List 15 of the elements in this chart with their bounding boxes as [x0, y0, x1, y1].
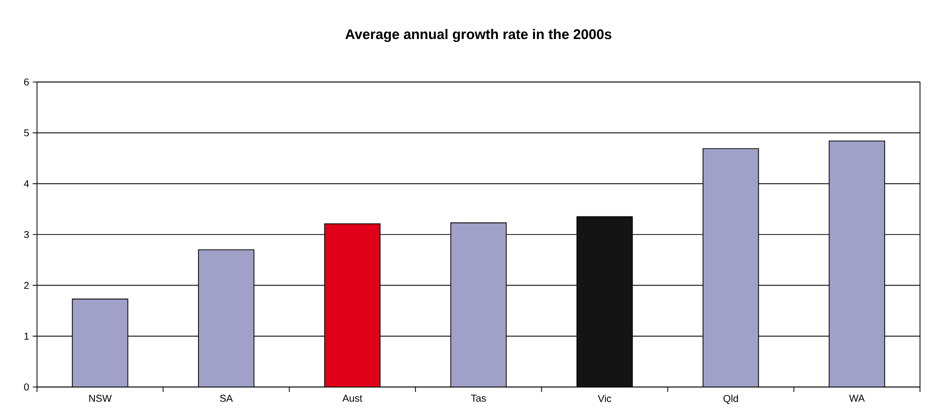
- x-tick-label: NSW: [89, 394, 112, 402]
- y-tick-label: 2: [24, 282, 29, 289]
- y-tick-label: 6: [24, 78, 29, 86]
- x-tick-label: Qld: [724, 394, 738, 404]
- chart-title: Average annual growth rate in the 2000s: [345, 28, 612, 42]
- x-tick-label: Tas: [470, 394, 486, 402]
- x-tick-label: Aust: [342, 394, 362, 402]
- y-tick-label: 0: [24, 383, 29, 391]
- y-tick-label: 3: [24, 230, 29, 238]
- y-tick-label: 4: [24, 180, 29, 188]
- x-tick-label: Vic: [598, 394, 612, 402]
- x-tick-label: SA: [220, 394, 233, 402]
- y-tick-label: 5: [24, 129, 29, 136]
- y-tick-label: 1: [24, 332, 29, 340]
- x-tick-label: WA: [849, 394, 865, 402]
